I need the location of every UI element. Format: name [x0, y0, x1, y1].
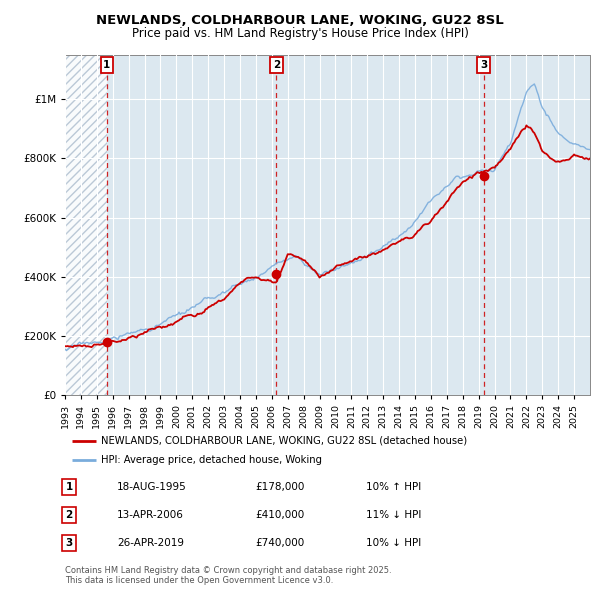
Text: HPI: Average price, detached house, Woking: HPI: Average price, detached house, Woki…	[101, 455, 322, 465]
Text: 26-APR-2019: 26-APR-2019	[117, 538, 184, 548]
Text: £178,000: £178,000	[255, 482, 304, 492]
Text: 3: 3	[480, 60, 487, 70]
Text: 10% ↓ HPI: 10% ↓ HPI	[366, 538, 421, 548]
Text: 18-AUG-1995: 18-AUG-1995	[117, 482, 187, 492]
Text: 11% ↓ HPI: 11% ↓ HPI	[366, 510, 421, 520]
Text: NEWLANDS, COLDHARBOUR LANE, WOKING, GU22 8SL (detached house): NEWLANDS, COLDHARBOUR LANE, WOKING, GU22…	[101, 435, 467, 445]
Text: 2: 2	[272, 60, 280, 70]
Text: 3: 3	[65, 538, 73, 548]
Text: £410,000: £410,000	[255, 510, 304, 520]
Text: 1: 1	[103, 60, 110, 70]
Text: 2: 2	[65, 510, 73, 520]
Text: 10% ↑ HPI: 10% ↑ HPI	[366, 482, 421, 492]
Text: NEWLANDS, COLDHARBOUR LANE, WOKING, GU22 8SL: NEWLANDS, COLDHARBOUR LANE, WOKING, GU22…	[96, 14, 504, 27]
Text: Price paid vs. HM Land Registry's House Price Index (HPI): Price paid vs. HM Land Registry's House …	[131, 27, 469, 40]
Text: Contains HM Land Registry data © Crown copyright and database right 2025.
This d: Contains HM Land Registry data © Crown c…	[65, 566, 391, 585]
Text: 13-APR-2006: 13-APR-2006	[117, 510, 184, 520]
Text: £740,000: £740,000	[255, 538, 304, 548]
Text: 1: 1	[65, 482, 73, 492]
